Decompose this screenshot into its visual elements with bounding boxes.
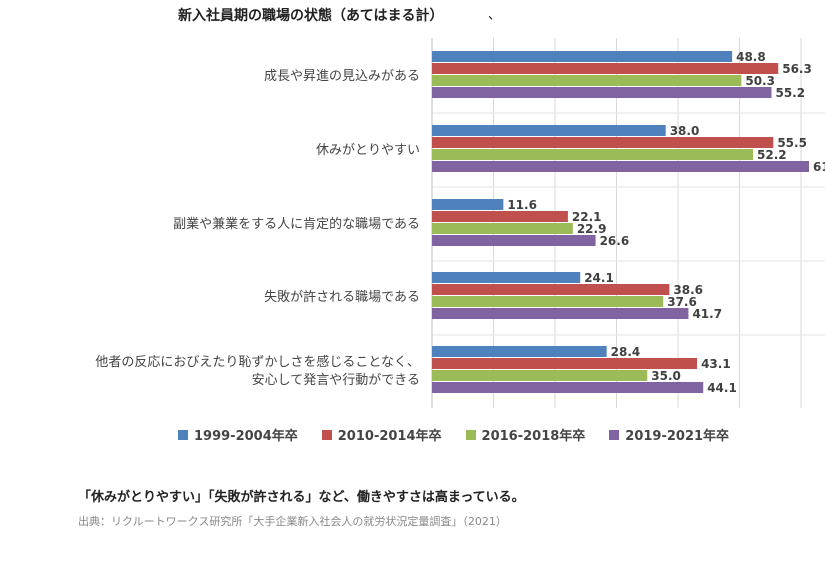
legend-swatch [321,429,332,440]
data-label: 56.3 [782,62,812,76]
legend-label: 2010-2014年卒 [337,429,442,444]
data-label: 48.8 [736,50,766,64]
legend-item: 2010-2014年卒 [321,425,442,444]
bar [432,51,733,62]
data-label: 55.2 [775,86,805,100]
data-label: 24.1 [584,271,614,285]
bar [432,272,581,283]
bar [432,137,774,148]
legend-label: 2016-2018年卒 [481,429,586,444]
bar [432,63,779,74]
bar [432,346,607,357]
bar [432,161,809,172]
source-text: 出典：リクルートワークス研究所「大手企業新入社会人の就労状況定量調査」（2021… [78,515,507,528]
legend-item: 2019-2021年卒 [609,425,729,444]
category-label: 成長や昇進の見込みがある [264,69,420,84]
bar [432,87,772,98]
data-label: 38.6 [673,283,703,297]
data-label: 44.1 [707,381,737,395]
category-label: 他者の反応におびえたり恥ずかしさを感じることなく、 [95,354,420,370]
bar [432,382,704,393]
bar [432,125,666,136]
data-label: 55.5 [777,136,807,150]
bar [432,211,568,222]
legend-swatch [178,429,188,440]
data-label: 37.6 [667,295,697,309]
bar [432,370,648,381]
chart-legend: 1999-2004年卒 2010-2014年卒 2016-2018年卒 2019-20… [178,425,738,444]
category-label: 副業や兼業をする人に肯定的な職場である [173,216,420,232]
bar-chart: 成長や昇進の見込みがある 48.8 56.3 50.355.2 休みがとりやすい 38.0… [95,38,825,408]
data-label: 38.0 [670,124,700,138]
data-label: 22.9 [577,222,607,236]
bar [432,75,742,86]
data-label: 26.6 [600,234,630,248]
legend-label: 1999-2004年卒 [194,429,298,444]
title-mark: 、 [488,8,502,23]
legend-swatch [465,429,476,440]
data-label: 11.6 [507,198,537,212]
caption-text: 「休みがとりやすい」「失敗が許される」など、働きやすさは高まっている。 [78,490,525,505]
data-label: 50.3 [745,74,775,88]
data-label: 61.3 [813,160,825,174]
data-label: 22.1 [572,210,602,224]
bar [432,284,670,295]
legend-label: 2019-2021年卒 [625,429,730,444]
legend-swatch [609,429,620,440]
bar [432,199,504,210]
data-label: 52.2 [757,148,787,162]
bar [432,358,698,369]
category-label: 休みがとりやすい [316,143,420,158]
legend-item: 2016-2018年卒 [465,425,586,444]
category-label: 失敗が許される職場である [264,290,420,305]
data-label: 43.1 [701,357,731,371]
data-label: 35.0 [651,369,681,383]
bar [432,149,754,160]
bar [432,308,689,319]
bar [432,296,664,307]
bar [432,235,596,246]
legend-item: 1999-2004年卒 [178,425,298,444]
data-label: 41.7 [692,307,722,321]
data-label: 28.4 [611,345,641,359]
chart-title: 新入社員期の職場の状態（あてはまる計） [178,8,444,24]
bar [432,223,573,234]
category-label: 安心して発言や行動ができる [252,373,420,388]
